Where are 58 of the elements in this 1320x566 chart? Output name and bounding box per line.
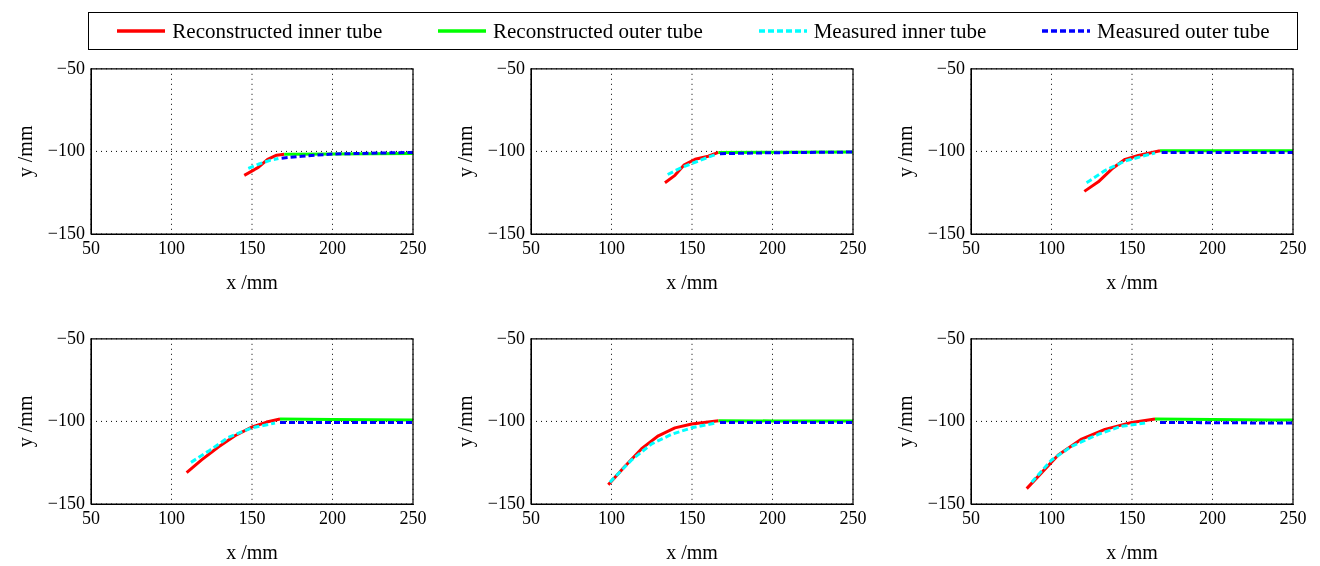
x-tick-label: 50 bbox=[962, 507, 980, 528]
x-tick-label: 100 bbox=[598, 237, 625, 258]
x-tick-label: 100 bbox=[598, 507, 625, 528]
y-axis-title: y /mm bbox=[894, 395, 918, 448]
x-tick-label: 50 bbox=[962, 237, 980, 258]
x-tick-label: 200 bbox=[319, 237, 346, 258]
x-tick-label: 150 bbox=[678, 237, 706, 258]
y-axis-title: y /mm bbox=[14, 125, 38, 178]
x-tick-label: 250 bbox=[839, 507, 867, 528]
x-axis-title: x /mm bbox=[666, 271, 719, 294]
x-tick-label: 250 bbox=[399, 237, 427, 258]
y-tick-label: −100 bbox=[47, 410, 85, 431]
legend-label: Measured outer tube bbox=[1097, 18, 1270, 44]
x-tick-label: 50 bbox=[82, 507, 100, 528]
y-axis-title: y /mm bbox=[14, 395, 38, 448]
x-tick-label: 50 bbox=[82, 237, 100, 258]
y-axis-title: y /mm bbox=[894, 125, 918, 178]
x-tick-label: 100 bbox=[1038, 507, 1065, 528]
x-tick-label: 150 bbox=[238, 237, 266, 258]
y-axis-title: y /mm bbox=[454, 125, 478, 178]
y-tick-label: −50 bbox=[56, 57, 85, 78]
y-tick-label: −100 bbox=[487, 410, 525, 431]
x-tick-label: 250 bbox=[1279, 507, 1307, 528]
y-tick-label: −50 bbox=[936, 57, 965, 78]
y-tick-label: −100 bbox=[927, 410, 965, 431]
legend-label: Measured inner tube bbox=[813, 18, 987, 44]
y-tick-label: −50 bbox=[936, 327, 965, 348]
legend-label: Reconstructed inner tube bbox=[172, 18, 383, 44]
legend-label: Reconstructed outer tube bbox=[493, 18, 703, 44]
x-axis-title: x /mm bbox=[1106, 271, 1159, 294]
y-tick-label: −50 bbox=[496, 327, 525, 348]
y-tick-label: −100 bbox=[47, 140, 85, 161]
x-tick-label: 50 bbox=[522, 507, 540, 528]
x-tick-label: 250 bbox=[839, 237, 867, 258]
x-tick-label: 100 bbox=[158, 507, 185, 528]
x-tick-label: 100 bbox=[1038, 237, 1065, 258]
x-axis-title: x /mm bbox=[1106, 541, 1159, 564]
y-tick-label: −50 bbox=[496, 57, 525, 78]
x-tick-label: 150 bbox=[238, 507, 266, 528]
x-tick-label: 250 bbox=[399, 507, 427, 528]
y-tick-label: −100 bbox=[927, 140, 965, 161]
x-tick-label: 200 bbox=[1199, 507, 1226, 528]
x-tick-label: 200 bbox=[759, 507, 786, 528]
y-tick-label: −100 bbox=[487, 140, 525, 161]
x-tick-label: 200 bbox=[1199, 237, 1226, 258]
x-axis-title: x /mm bbox=[226, 271, 279, 294]
x-axis-title: x /mm bbox=[666, 541, 719, 564]
y-tick-label: −50 bbox=[56, 327, 85, 348]
x-tick-label: 200 bbox=[319, 507, 346, 528]
y-axis-title: y /mm bbox=[454, 395, 478, 448]
x-tick-label: 200 bbox=[759, 237, 786, 258]
x-axis-title: x /mm bbox=[226, 541, 279, 564]
x-tick-label: 100 bbox=[158, 237, 185, 258]
x-tick-label: 150 bbox=[1118, 507, 1146, 528]
x-tick-label: 150 bbox=[678, 507, 706, 528]
x-tick-label: 250 bbox=[1279, 237, 1307, 258]
x-tick-label: 150 bbox=[1118, 237, 1146, 258]
x-tick-label: 50 bbox=[522, 237, 540, 258]
